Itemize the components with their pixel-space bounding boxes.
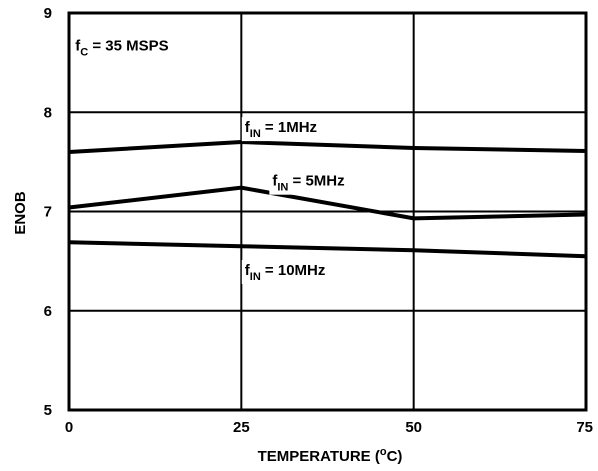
series-line-1mhz [68, 139, 587, 154]
annotation-label: fIN = 1MHz [245, 119, 317, 140]
annotation-background [269, 170, 348, 195]
x-axis-title: TEMPERATURE (oC) [258, 446, 403, 465]
plot-frame [67, 11, 588, 412]
x-axis-title-text: TEMPERATURE ( [258, 448, 380, 465]
y-tick-label: 7 [44, 204, 52, 221]
y-axis-title: ENOB [12, 191, 29, 235]
y-tick-labels: 5 6 7 8 9 [44, 5, 52, 419]
x-tick-labels: 0 25 50 75 [65, 419, 593, 436]
x-tick-label: 50 [405, 419, 422, 436]
annotation-label: fIN = 5MHz [272, 173, 344, 194]
annotation-background [72, 35, 172, 60]
annotation-label: fIN = 10MHz [245, 262, 326, 283]
annotation-background [241, 260, 329, 285]
series-line-5mhz [68, 185, 587, 221]
x-axis-title-superscript: o [380, 446, 387, 458]
y-tick-label: 9 [44, 5, 52, 22]
grid-lines [68, 12, 587, 411]
x-axis-title-unit: C) [387, 448, 403, 465]
annotation-background [241, 117, 321, 142]
x-tick-label: 25 [233, 419, 250, 436]
annotations: fC = 35 MSPS fIN = 1MHz fIN = 5MHz fIN = 10… [72, 35, 348, 285]
x-tick-label: 0 [65, 419, 73, 436]
y-tick-label: 8 [44, 104, 52, 121]
series-lines [68, 139, 587, 259]
annotation-label: fC = 35 MSPS [75, 38, 168, 59]
series-line-10mhz [68, 240, 587, 259]
y-tick-label: 6 [44, 303, 52, 320]
x-tick-label: 75 [576, 419, 593, 436]
y-tick-label: 5 [44, 402, 52, 419]
